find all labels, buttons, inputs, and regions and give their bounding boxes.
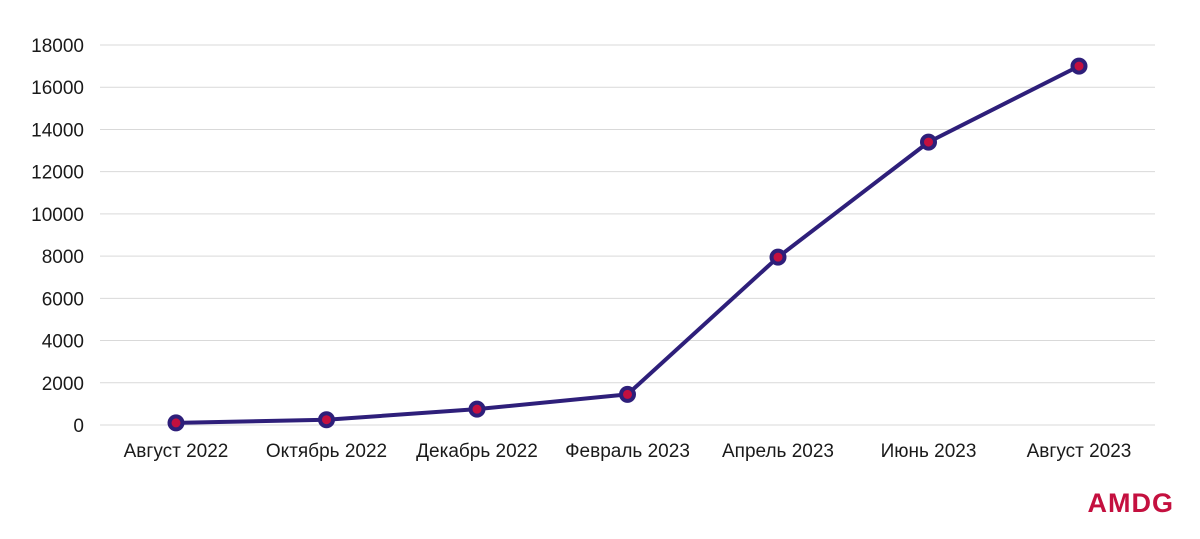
x-tick-label: Август 2022 bbox=[124, 441, 229, 462]
data-point bbox=[468, 400, 486, 418]
x-tick-label: Июнь 2023 bbox=[881, 441, 977, 462]
y-axis-ticks: 0 2000 4000 6000 8000 10000 12000 14000 16000 180… bbox=[31, 36, 84, 437]
y-tick-label: 2000 bbox=[42, 374, 84, 395]
x-tick-label: Февраль 2023 bbox=[565, 441, 690, 462]
y-tick-label: 16000 bbox=[31, 78, 84, 99]
y-tick-label: 8000 bbox=[42, 247, 84, 268]
series-line bbox=[174, 64, 1081, 425]
y-tick-label: 12000 bbox=[31, 163, 84, 184]
data-point bbox=[1070, 57, 1088, 75]
y-tick-label: 18000 bbox=[31, 36, 84, 57]
data-point bbox=[920, 133, 937, 151]
data-point bbox=[318, 411, 335, 429]
x-tick-label: Декабрь 2022 bbox=[416, 441, 538, 462]
x-tick-label: Август 2023 bbox=[1027, 441, 1132, 462]
x-tick-label: Октябрь 2022 bbox=[266, 441, 387, 462]
data-point bbox=[167, 414, 185, 432]
series-layer bbox=[174, 64, 1081, 425]
x-axis-ticks: Август 2022 Октябрь 2022 Декабрь 2022 Февра… bbox=[124, 441, 1132, 462]
y-tick-label: 10000 bbox=[31, 205, 84, 226]
y-tick-label: 6000 bbox=[42, 289, 84, 310]
grid bbox=[100, 44, 1155, 426]
x-tick-label: Апрель 2023 bbox=[722, 441, 834, 462]
data-point bbox=[619, 385, 636, 403]
y-tick-label: 14000 bbox=[31, 120, 84, 141]
amdg-logo: AMDG bbox=[1087, 488, 1174, 518]
markers-layer bbox=[167, 57, 1088, 432]
y-tick-label: 4000 bbox=[42, 332, 84, 353]
y-tick-label: 0 bbox=[73, 416, 84, 437]
data-point bbox=[769, 248, 787, 266]
